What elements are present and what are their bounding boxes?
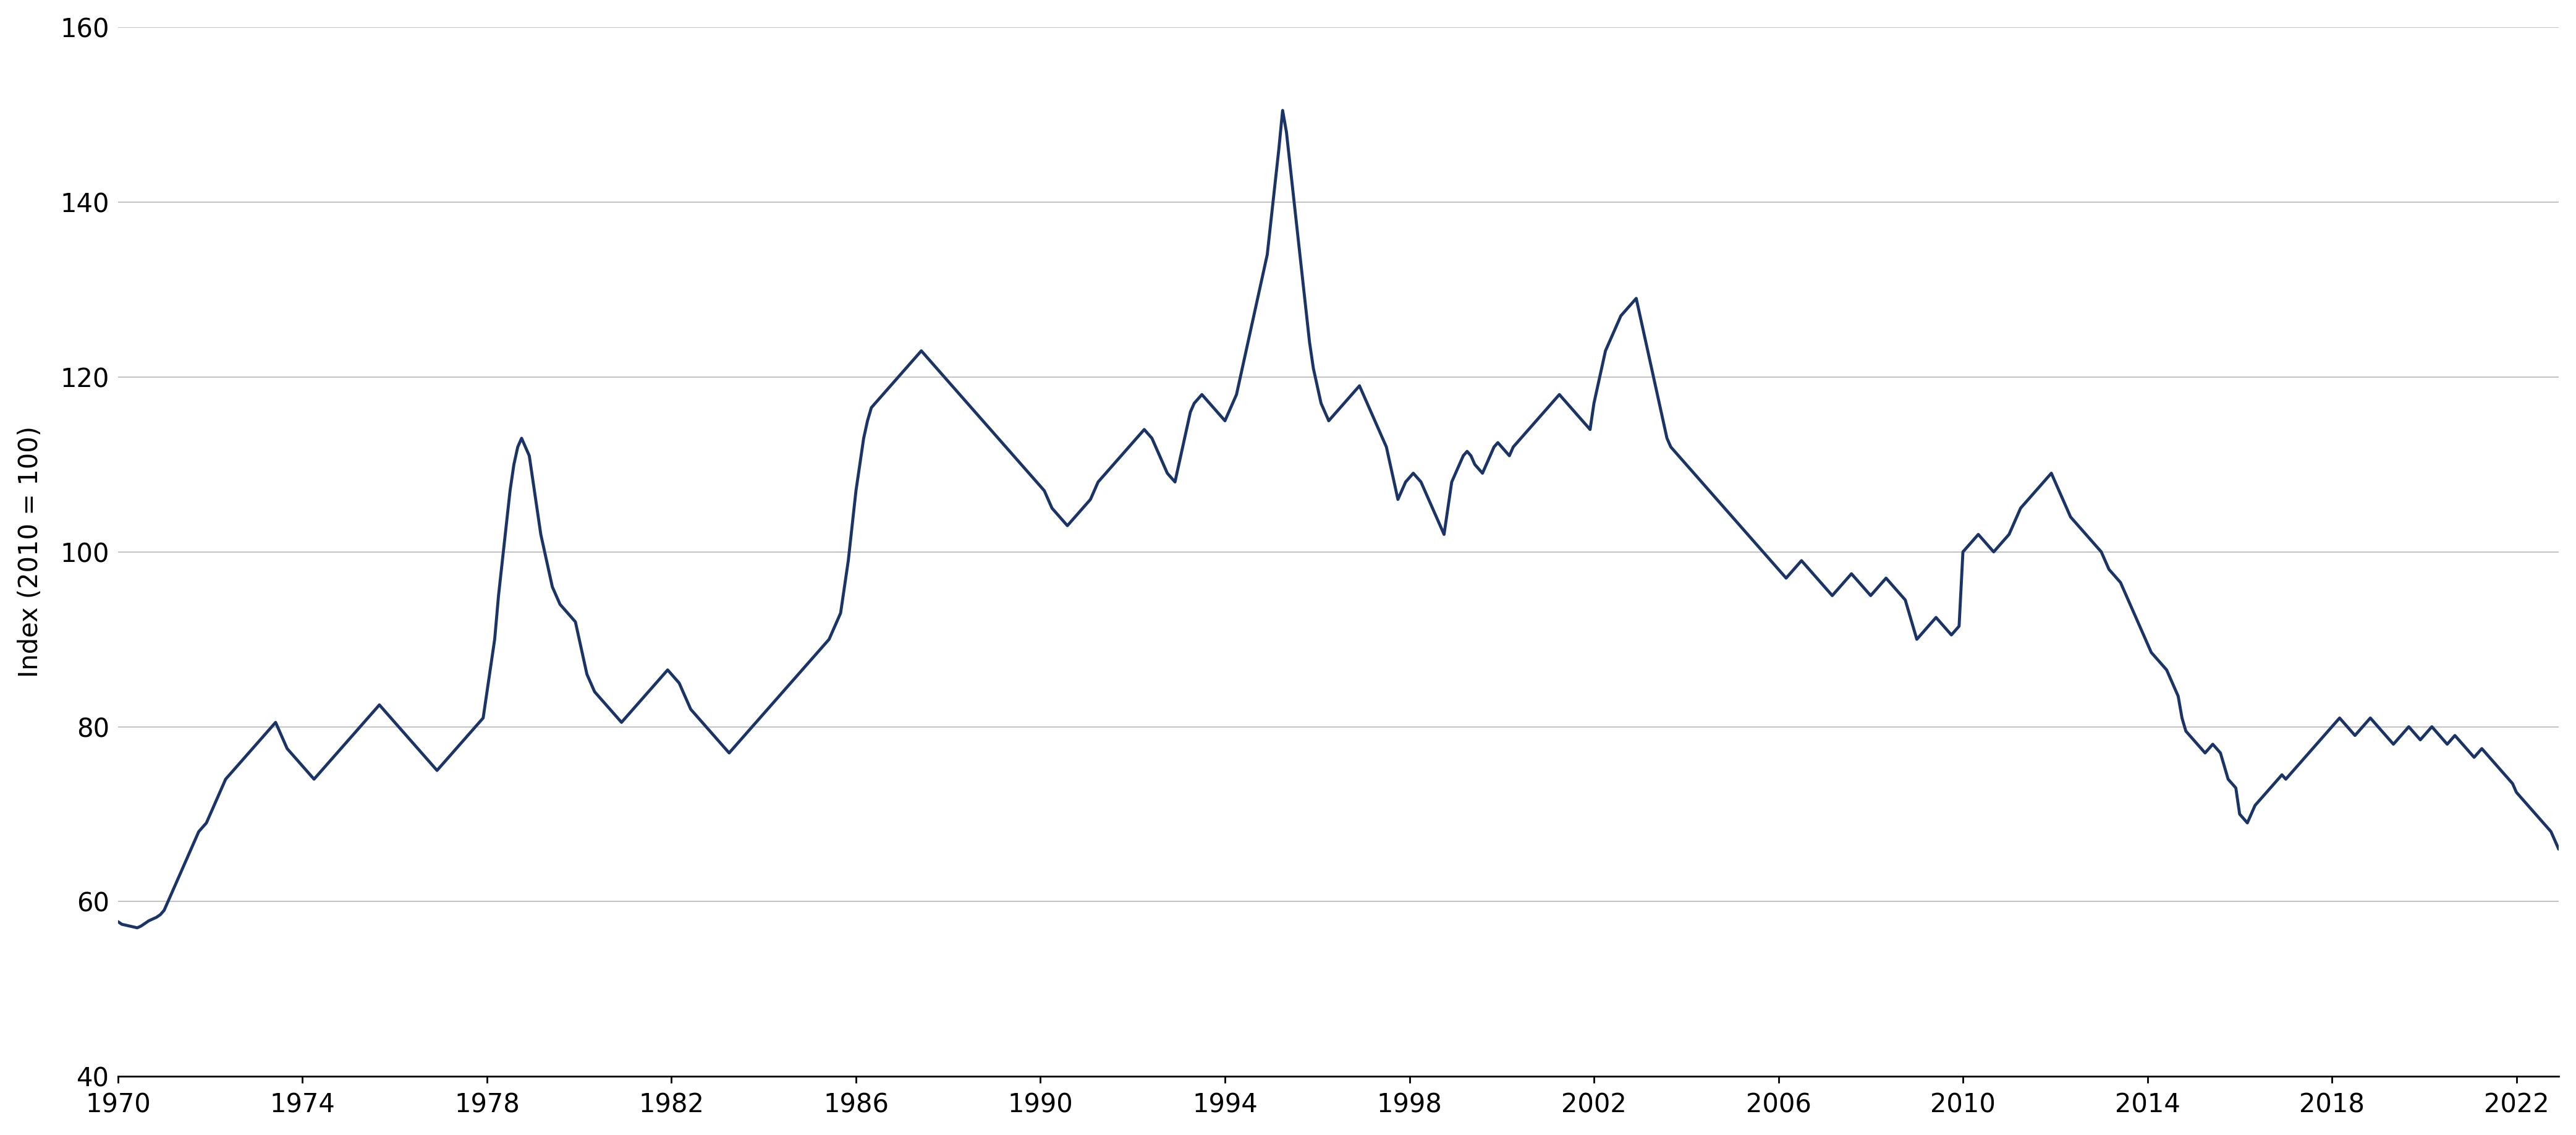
Y-axis label: Index (2010 = 100): Index (2010 = 100) [18, 426, 44, 678]
